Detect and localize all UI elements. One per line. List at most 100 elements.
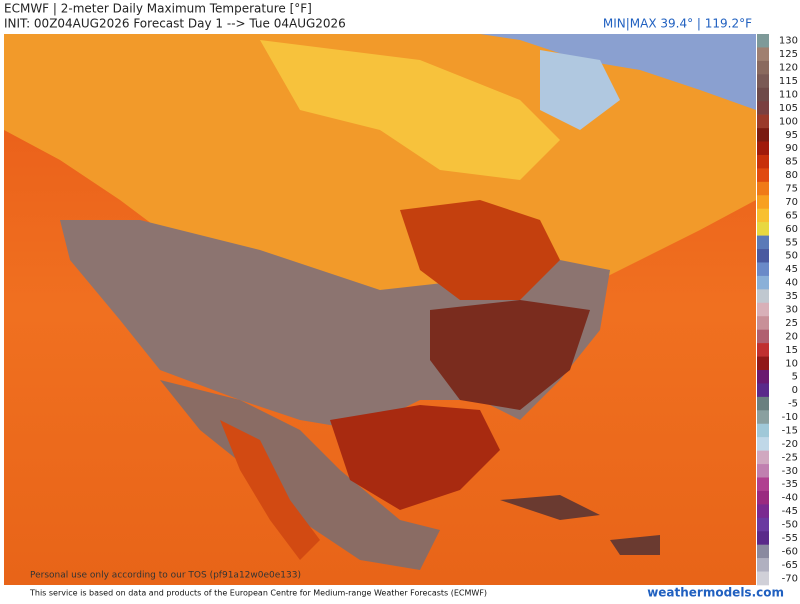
southeast <box>430 300 590 410</box>
gulf <box>330 405 500 510</box>
colorbar-cell <box>757 128 769 142</box>
cuba <box>500 495 600 520</box>
colorbar-cell <box>757 369 769 384</box>
colorbar-label: -45 <box>782 506 798 517</box>
colorbar-cell <box>757 490 769 505</box>
colorbar-cell <box>757 383 769 398</box>
colorbar-cell <box>757 114 769 129</box>
colorbar-label: 95 <box>785 130 798 141</box>
cool-region <box>480 34 756 110</box>
colorbar-cell <box>757 87 769 102</box>
subtitle: INIT: 00Z04AUG2026 Forecast Day 1 --> Tu… <box>4 17 346 31</box>
colorbar-label: 40 <box>785 278 798 289</box>
colorbar-label: 70 <box>785 197 798 208</box>
colorbar-cell <box>757 450 769 465</box>
colorbar-cell <box>757 544 769 559</box>
colorbar-label: 75 <box>785 184 798 195</box>
credit: This service is based on data and produc… <box>29 589 487 598</box>
colorbar-label: 90 <box>785 143 798 154</box>
colorbar-cell <box>757 343 769 357</box>
colorbar-cell <box>757 437 769 451</box>
colorbar-label: 30 <box>785 305 798 316</box>
colorbar-label: -5 <box>788 399 798 410</box>
colorbar-cell <box>757 477 769 492</box>
colorbar-cell <box>757 275 769 290</box>
colorbar-label: 100 <box>779 116 798 127</box>
colorbar-cell <box>757 396 769 411</box>
colorbar-cell <box>757 464 769 478</box>
colorbar-label: -65 <box>782 560 798 571</box>
colorbar-label: 55 <box>785 237 798 248</box>
colorbar-label: -20 <box>782 439 798 450</box>
colorbar-cell <box>757 60 769 75</box>
colorbar-cell <box>757 101 769 115</box>
site-link[interactable]: weathermodels.com <box>647 586 784 600</box>
colorbar-label: 65 <box>785 210 798 221</box>
colorbar-label: 80 <box>785 170 798 181</box>
colorbar-cell <box>757 235 769 250</box>
map <box>4 34 756 585</box>
colorbar-cell <box>757 249 769 263</box>
colorbar-cell <box>757 423 769 438</box>
colorbar-label: 130 <box>779 36 798 47</box>
colorbar-label: 25 <box>785 318 798 329</box>
colorbar-label: -25 <box>782 452 798 463</box>
colorbar-label: 115 <box>779 76 798 87</box>
colorbar-label: -50 <box>782 520 798 531</box>
colorbar-cell <box>757 410 769 425</box>
colorbar-cell <box>757 141 769 156</box>
colorbar-cell <box>757 571 769 586</box>
colorbar-cell <box>757 329 769 344</box>
min-max: MIN|MAX 39.4° | 119.2°F <box>603 17 752 31</box>
colorbar-label: 0 <box>792 385 798 396</box>
colorbar-cell <box>757 34 769 48</box>
colorbar-cell <box>757 316 769 330</box>
colorbar-cell <box>757 262 769 277</box>
colorbar-cell <box>757 47 769 62</box>
watermark: Personal use only according to our TOS (… <box>30 571 301 581</box>
hispaniola <box>610 535 660 555</box>
colorbar: 1301251201151101051009590858075706560555… <box>757 34 798 586</box>
colorbar-label: -35 <box>782 479 798 490</box>
colorbar-label: -10 <box>782 412 798 423</box>
canada-warm <box>260 40 560 180</box>
colorbar-label: 50 <box>785 251 798 262</box>
colorbar-cell <box>757 289 769 304</box>
mexico-hot <box>220 420 320 560</box>
colorbar-cell <box>757 74 769 89</box>
colorbar-label: -30 <box>782 466 798 477</box>
colorbar-label: 45 <box>785 264 798 275</box>
colorbar-cell <box>757 356 769 371</box>
colorbar-label: 120 <box>779 63 798 74</box>
colorbar-cell <box>757 195 769 210</box>
colorbar-label: -55 <box>782 533 798 544</box>
colorbar-cell <box>757 504 769 519</box>
colorbar-cell <box>757 517 769 532</box>
colorbar-label: 60 <box>785 224 798 235</box>
title: ECMWF | 2-meter Daily Maximum Temperatur… <box>4 2 312 16</box>
colorbar-label: 85 <box>785 157 798 168</box>
colorbar-label: 10 <box>785 358 798 369</box>
colorbar-label: 125 <box>779 49 798 60</box>
colorbar-label: 20 <box>785 331 798 342</box>
colorbar-label: -40 <box>782 493 798 504</box>
colorbar-cell <box>757 222 769 236</box>
colorbar-cell <box>757 181 769 196</box>
colorbar-label: 5 <box>792 372 798 383</box>
colorbar-cell <box>757 168 769 183</box>
colorbar-cell <box>757 558 769 572</box>
colorbar-label: 35 <box>785 291 798 302</box>
colorbar-label: -60 <box>782 546 798 557</box>
hudson-bay <box>540 50 620 130</box>
colorbar-cell <box>757 154 769 169</box>
colorbar-label: -70 <box>782 573 798 584</box>
colorbar-label: 105 <box>779 103 798 114</box>
colorbar-label: 110 <box>779 89 798 100</box>
colorbar-cell <box>757 302 769 317</box>
colorbar-cell <box>757 208 769 223</box>
colorbar-label: 15 <box>785 345 798 356</box>
colorbar-cell <box>757 531 769 545</box>
great-lakes-region <box>400 200 560 300</box>
colorbar-label: -15 <box>782 425 798 436</box>
